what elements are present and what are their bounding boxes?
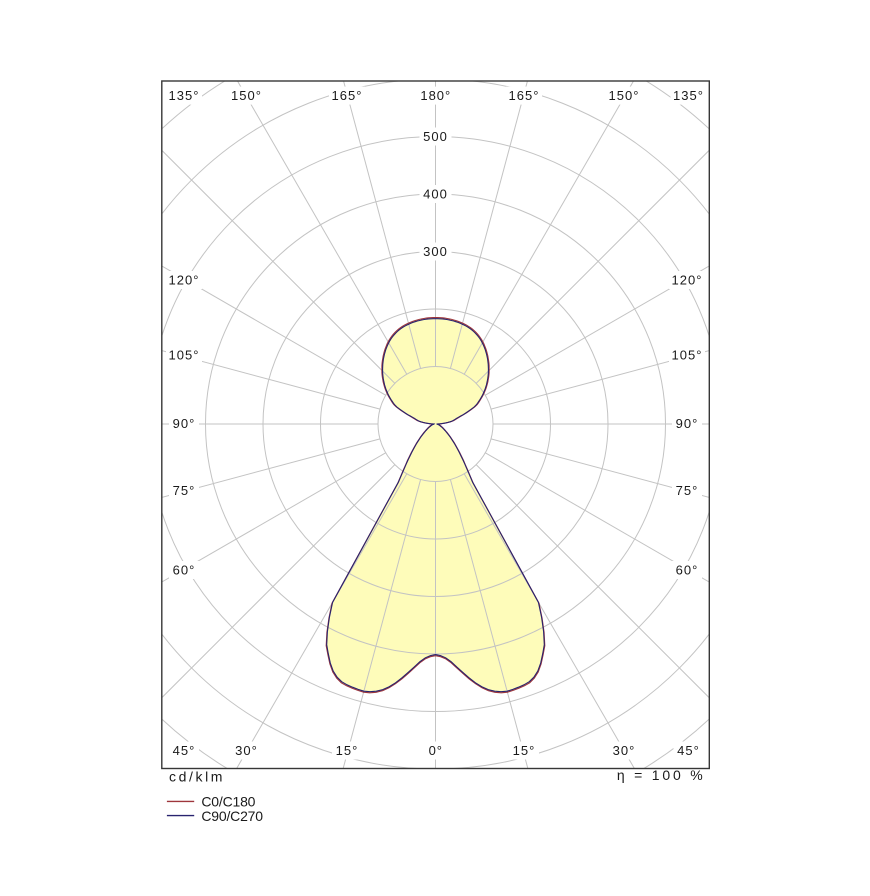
svg-text:135°: 135°	[673, 88, 704, 103]
svg-text:15°: 15°	[336, 743, 359, 758]
svg-text:165°: 165°	[332, 88, 363, 103]
svg-text:90°: 90°	[676, 416, 699, 431]
svg-text:105°: 105°	[672, 347, 703, 362]
svg-text:90°: 90°	[173, 416, 196, 431]
svg-text:C0/C180: C0/C180	[201, 794, 255, 810]
svg-text:120°: 120°	[672, 272, 703, 287]
svg-text:75°: 75°	[173, 483, 196, 498]
svg-text:cd/klm: cd/klm	[169, 769, 225, 785]
svg-text:45°: 45°	[677, 743, 700, 758]
svg-text:75°: 75°	[676, 483, 699, 498]
svg-text:150°: 150°	[609, 88, 640, 103]
svg-text:30°: 30°	[613, 743, 636, 758]
svg-text:C90/C270: C90/C270	[201, 808, 263, 824]
svg-text:135°: 135°	[169, 88, 200, 103]
svg-text:15°: 15°	[513, 743, 536, 758]
svg-text:400: 400	[423, 186, 448, 201]
svg-text:45°: 45°	[173, 743, 196, 758]
svg-text:120°: 120°	[169, 272, 200, 287]
svg-text:0°: 0°	[429, 743, 443, 758]
svg-text:180°: 180°	[420, 88, 451, 103]
svg-text:300: 300	[423, 244, 448, 259]
svg-text:η = 100 %: η = 100 %	[617, 767, 706, 783]
svg-text:105°: 105°	[169, 347, 200, 362]
svg-text:60°: 60°	[173, 562, 196, 577]
svg-text:30°: 30°	[235, 743, 258, 758]
svg-text:60°: 60°	[676, 562, 699, 577]
svg-text:165°: 165°	[509, 88, 540, 103]
svg-text:150°: 150°	[231, 88, 262, 103]
svg-text:500: 500	[423, 129, 448, 144]
